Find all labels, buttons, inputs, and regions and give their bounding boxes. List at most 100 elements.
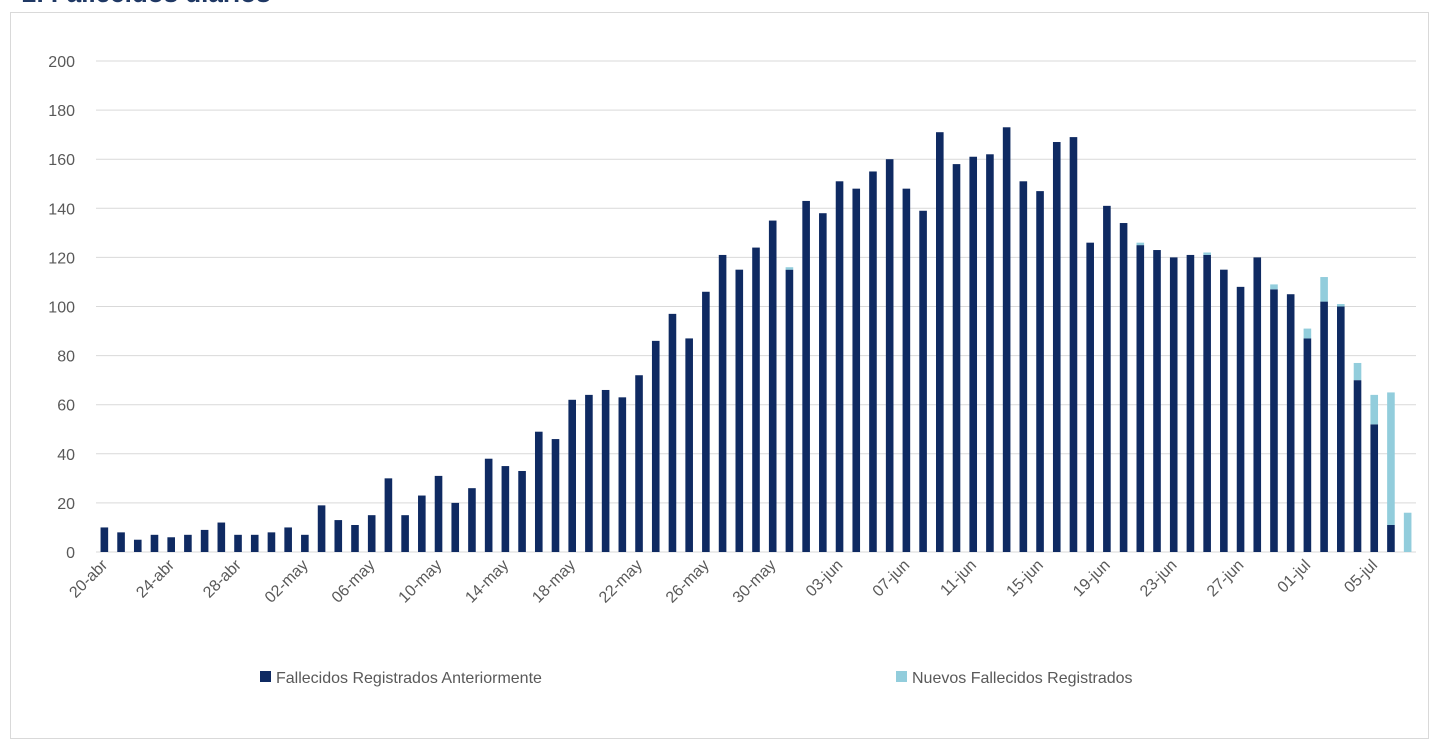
bar bbox=[1303, 328, 1312, 339]
bar bbox=[284, 527, 292, 552]
bar bbox=[1286, 294, 1295, 552]
bar bbox=[1270, 284, 1278, 290]
legend-swatch bbox=[260, 671, 271, 682]
bar bbox=[1320, 301, 1328, 552]
bar bbox=[785, 269, 794, 552]
bar bbox=[735, 269, 744, 552]
bar bbox=[484, 458, 493, 552]
bar bbox=[869, 171, 877, 552]
bar bbox=[133, 539, 142, 552]
y-tick-label: 120 bbox=[48, 250, 75, 267]
bar bbox=[1353, 380, 1362, 552]
bar bbox=[250, 534, 259, 552]
bar bbox=[752, 247, 760, 552]
bar bbox=[1236, 286, 1245, 552]
bar bbox=[852, 188, 861, 552]
bar bbox=[1036, 191, 1044, 553]
bar bbox=[384, 478, 393, 552]
bar bbox=[1203, 252, 1211, 255]
bar bbox=[418, 495, 426, 552]
bar bbox=[234, 534, 242, 552]
y-tick-label: 100 bbox=[48, 300, 75, 317]
bar bbox=[1169, 257, 1178, 552]
bar bbox=[267, 532, 276, 552]
bar bbox=[618, 397, 627, 552]
y-tick-label: 160 bbox=[48, 152, 75, 169]
bar bbox=[568, 399, 577, 552]
y-tick-label: 80 bbox=[57, 349, 75, 366]
bar bbox=[334, 520, 343, 552]
bar bbox=[902, 188, 911, 552]
bar bbox=[1069, 137, 1078, 553]
bar bbox=[100, 527, 109, 552]
bar bbox=[518, 470, 526, 552]
bar bbox=[217, 522, 226, 552]
bar bbox=[1403, 512, 1412, 552]
bar bbox=[668, 313, 677, 552]
bar bbox=[468, 488, 476, 552]
bar bbox=[1370, 394, 1379, 425]
bar bbox=[184, 534, 192, 552]
bar bbox=[1186, 254, 1195, 552]
bar bbox=[1387, 392, 1395, 525]
bar bbox=[1353, 362, 1362, 381]
bar bbox=[585, 394, 593, 552]
bar bbox=[685, 338, 693, 552]
bar bbox=[651, 340, 660, 552]
bar bbox=[885, 159, 894, 552]
bar bbox=[1002, 127, 1011, 552]
bar bbox=[1220, 269, 1228, 552]
bar bbox=[150, 534, 159, 552]
bar bbox=[1119, 223, 1128, 552]
y-tick-label: 60 bbox=[57, 398, 75, 415]
y-tick-label: 20 bbox=[57, 496, 75, 513]
bar bbox=[167, 537, 175, 552]
bar bbox=[1337, 304, 1345, 307]
bar bbox=[768, 220, 777, 552]
y-tick-label: 140 bbox=[48, 201, 75, 218]
bar bbox=[702, 291, 710, 552]
bar bbox=[1320, 277, 1328, 302]
bar bbox=[1203, 254, 1211, 552]
bar bbox=[1153, 250, 1161, 552]
bar bbox=[301, 534, 309, 552]
bar bbox=[1136, 242, 1145, 246]
bar bbox=[986, 154, 994, 553]
y-tick-label: 200 bbox=[48, 54, 75, 71]
legend-label: Fallecidos Registrados Anteriormente bbox=[276, 670, 542, 687]
legend-label: Nuevos Fallecidos Registrados bbox=[912, 670, 1133, 687]
bar bbox=[401, 515, 409, 552]
legend-swatch bbox=[896, 671, 907, 682]
bar bbox=[1136, 245, 1145, 552]
bar bbox=[835, 181, 844, 553]
bar bbox=[935, 132, 944, 552]
bar bbox=[534, 431, 543, 552]
bar bbox=[1052, 142, 1061, 552]
y-tick-label: 40 bbox=[57, 447, 75, 464]
bar bbox=[718, 254, 727, 552]
bar bbox=[1019, 181, 1028, 553]
bar bbox=[785, 267, 794, 270]
bar bbox=[367, 515, 376, 552]
bar bbox=[200, 529, 209, 552]
bar bbox=[601, 389, 610, 552]
bar bbox=[551, 439, 560, 552]
bar bbox=[802, 200, 810, 552]
bar bbox=[969, 156, 978, 552]
bar bbox=[351, 524, 359, 552]
bar bbox=[919, 210, 927, 552]
bar bbox=[1387, 524, 1395, 552]
chart-title: 2. Fallecidos diarios bbox=[22, 0, 271, 8]
bar bbox=[317, 505, 326, 552]
y-tick-label: 0 bbox=[66, 545, 75, 562]
y-tick-label: 180 bbox=[48, 103, 75, 120]
bar bbox=[1303, 338, 1312, 552]
bar bbox=[635, 375, 643, 552]
bar bbox=[117, 532, 125, 552]
bar bbox=[1370, 424, 1379, 552]
bar bbox=[1086, 242, 1094, 553]
bar bbox=[1103, 205, 1111, 552]
bar bbox=[1337, 306, 1345, 552]
